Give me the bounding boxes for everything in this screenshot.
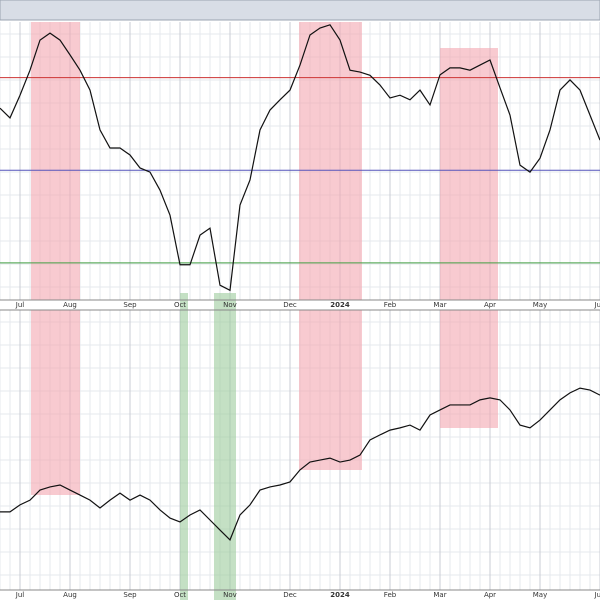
x-tick-label: May	[533, 591, 547, 599]
x-tick-label: Jun	[594, 591, 600, 599]
red-band	[299, 310, 362, 470]
x-tick-label: Nov	[223, 591, 237, 599]
x-tick-label: Jul	[15, 301, 25, 309]
x-tick-label: Mar	[433, 301, 446, 309]
header-bar	[0, 0, 600, 21]
green-band	[180, 293, 188, 600]
price-line	[0, 387, 600, 541]
x-tick-label: Dec	[283, 301, 297, 309]
x-tick-label: Jul	[15, 591, 25, 599]
red-band	[440, 310, 498, 428]
x-tick-label: Aug	[63, 301, 77, 309]
x-tick-label: May	[533, 301, 547, 309]
red-band	[440, 48, 498, 300]
price-line	[0, 24, 600, 292]
red-band	[299, 22, 362, 300]
x-tick-label: Dec	[283, 591, 297, 599]
x-tick-label: Mar	[433, 591, 446, 599]
green-band	[214, 293, 236, 600]
x-tick-label: Oct	[174, 591, 186, 599]
x-tick-label: Apr	[484, 301, 496, 309]
x-tick-label: Feb	[384, 301, 397, 309]
x-tick-label: Sep	[123, 301, 137, 309]
highlight-bands	[31, 22, 498, 600]
x-tick-label: 2024	[330, 301, 350, 309]
x-tick-label: Sep	[123, 591, 137, 599]
red-band	[31, 310, 80, 495]
x-tick-label: Aug	[63, 591, 77, 599]
x-tick-label: Jun	[594, 301, 600, 309]
red-band	[31, 22, 80, 300]
x-tick-label: Apr	[484, 591, 496, 599]
x-tick-label: Feb	[384, 591, 397, 599]
x-tick-label: Oct	[174, 301, 186, 309]
x-tick-label: 2024	[330, 591, 350, 599]
x-tick-label: Nov	[223, 301, 237, 309]
